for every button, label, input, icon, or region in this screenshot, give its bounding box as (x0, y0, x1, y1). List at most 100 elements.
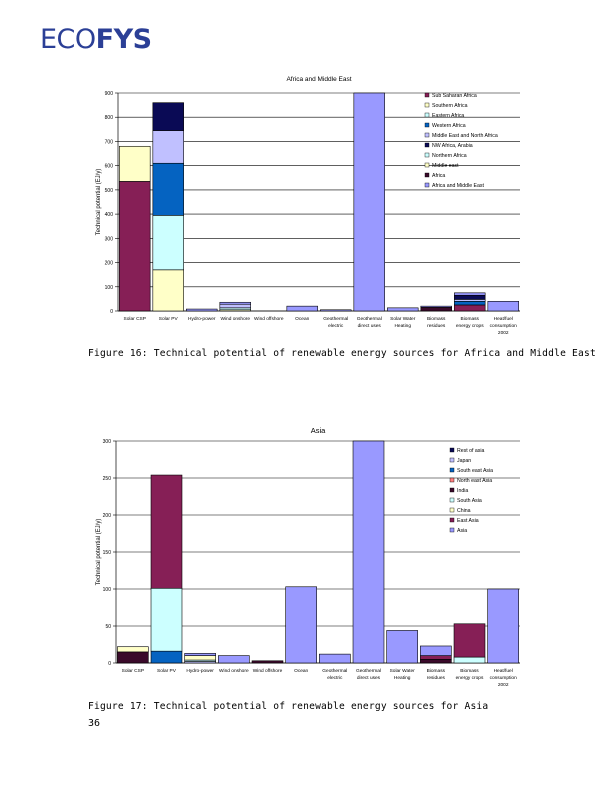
bar-segment-sub-saharan-africa (119, 181, 151, 312)
legend-label: Asia (457, 528, 467, 534)
legend-swatch (424, 142, 430, 148)
logo-text-b: FYS (95, 24, 152, 55)
x-tick-label: Wind onshore (219, 668, 249, 674)
bar-segment-africa (420, 307, 452, 312)
y-tick-label: 100 (103, 587, 112, 593)
bar-segment-southern-africa (152, 269, 184, 312)
x-tick-label: Solar Water Heating (390, 316, 416, 329)
chart-title: Africa and Middle East (286, 76, 351, 83)
legend-label: East Asia (457, 518, 479, 524)
legend-swatch (424, 92, 430, 98)
legend-label: South Asia (457, 498, 482, 504)
bar-segment-asia (285, 586, 317, 664)
y-tick-label: 700 (105, 139, 114, 145)
legend-swatch (449, 527, 455, 533)
legend-swatch (449, 467, 455, 473)
x-tick-label: Hydro-power (188, 316, 216, 322)
y-tick-label: 200 (103, 513, 112, 519)
y-tick-label: 0 (108, 661, 111, 667)
bar-segment-africa-and-middle-east (454, 292, 486, 296)
legend-label: Eastern Africa (432, 113, 464, 119)
legend-label: Africa and Middle East (432, 183, 484, 189)
bar-segment-asia (487, 588, 519, 664)
bar-segment-asia (386, 630, 418, 664)
y-tick-label: 0 (110, 309, 113, 315)
bar-segment-eastern-africa (152, 215, 184, 271)
legend-swatch (449, 517, 455, 523)
x-tick-label: Solar PV (157, 668, 177, 674)
legend-label: Western Africa (432, 123, 466, 129)
bar-segment-china (117, 646, 149, 653)
bar-segment-south-asia (150, 587, 183, 652)
y-tick-label: 600 (105, 164, 114, 170)
y-tick-label: 800 (105, 115, 114, 121)
legend-swatch (424, 162, 430, 168)
x-tick-label: Wind offshore (253, 668, 283, 674)
y-axis-label: Technical potential (EJ/y) (96, 169, 102, 236)
legend-label: Japan (457, 458, 471, 464)
legend-swatch (449, 487, 455, 493)
y-tick-label: 150 (103, 550, 112, 556)
x-tick-label: Hydro-power (186, 668, 214, 674)
legend-label: South east Asia (457, 468, 493, 474)
chart-asia: Asia 0 50 100 150 200 250 300 Technical potentia… (96, 426, 520, 688)
y-tick-label: 250 (103, 476, 112, 482)
legend-label: North east Asia (457, 478, 492, 484)
bar-segment-africa-and-middle-east (219, 301, 251, 305)
legend-label: Southern Africa (432, 103, 468, 109)
bar-segment-india (251, 660, 284, 664)
x-tick-label: Solar CSP (122, 668, 144, 674)
legend-swatch (449, 447, 455, 453)
legend-label: India (457, 488, 468, 494)
y-tick-label: 50 (105, 624, 111, 630)
x-tick-label: Geothermal electric (322, 668, 347, 681)
y-tick-label: 200 (105, 261, 114, 267)
bar-segment-africa-and-middle-east (186, 308, 218, 312)
y-tick-label: 100 (105, 285, 114, 291)
bar-segment-india (420, 659, 452, 664)
legend-label: Middle East and North Africa (432, 133, 498, 139)
bar-segment-africa-and-middle-east (387, 307, 419, 312)
legend-swatch (424, 172, 430, 178)
ecofys-logo: ECOFYS (40, 24, 152, 55)
bar-segment-south-asia (453, 656, 486, 664)
page-number: 36 (88, 718, 101, 729)
bar-segment-asia (319, 653, 351, 664)
bar-segment-western-africa (454, 301, 486, 306)
bar-segment-south-east-asia (150, 650, 183, 664)
legend-swatch (449, 457, 455, 463)
figure-17-caption: Figure 17: Technical potential of renewa… (88, 701, 489, 712)
x-tick-label: Wind offshore (254, 316, 284, 322)
legend-label: NW Africa, Arabia (432, 143, 473, 149)
x-tick-label: Biomass energy crops (456, 316, 484, 329)
logo-text-a: ECO (40, 24, 96, 55)
x-tick-label: Ocean (294, 668, 308, 674)
bar-segment-nw-africa-arabia (454, 294, 486, 300)
bar-segment-east-asia (453, 623, 486, 658)
x-tick-label: Solar CSP (124, 316, 146, 322)
bar-segment-asia (352, 440, 385, 664)
legend-label: Middle east (432, 163, 459, 169)
legend-label: Africa (432, 173, 445, 179)
bar-segment-western-africa (152, 162, 184, 216)
bar-segment-sub-saharan-africa (454, 304, 486, 312)
x-tick-label: Wind onshore (220, 316, 250, 322)
legend-swatch (449, 497, 455, 503)
legend-label: Sub Saharan Africa (432, 93, 477, 99)
y-tick-label: 900 (105, 91, 114, 97)
bar-segment-middle-east-and-north-africa (152, 130, 184, 164)
figure-16-caption: Figure 16: Technical potential of renewa… (88, 348, 596, 359)
chart-africa-middle-east: Africa and Middle East 0 100 200 300 400 500 60… (96, 76, 520, 336)
bar-segment-africa-and-middle-east (420, 305, 452, 308)
bar-segment-middle-east-and-north-africa (219, 303, 251, 309)
bar-segment-india (117, 651, 149, 664)
x-tick-label: Solar Water Heating (390, 668, 416, 681)
legend-swatch (424, 182, 430, 188)
y-axis-label: Technical potential (EJ/y) (96, 519, 102, 586)
bar-segment-nw-africa-arabia (152, 102, 184, 131)
y-tick-label: 300 (103, 439, 112, 445)
y-tick-label: 300 (105, 236, 114, 242)
x-tick-label: Geothermal direct uses (357, 316, 382, 329)
bar-segment-china (184, 655, 216, 661)
bar-segment-middle-east (119, 145, 151, 182)
